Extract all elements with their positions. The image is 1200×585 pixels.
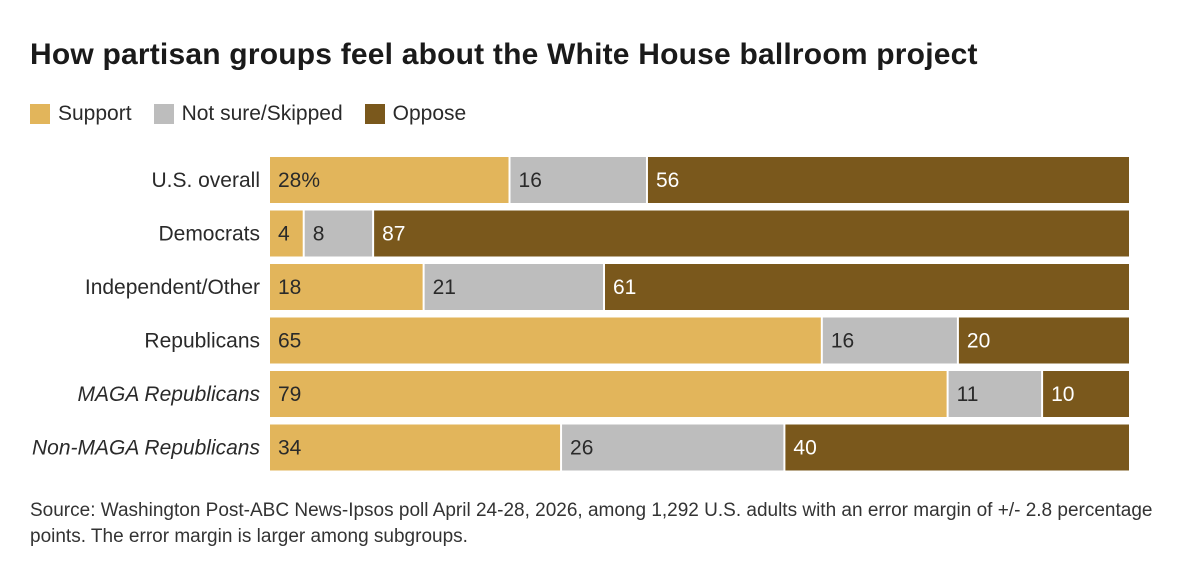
- data-label-support-republicans: 65: [278, 330, 301, 353]
- data-label-oppose-democrats: 87: [382, 223, 405, 246]
- legend-label-not-sure: Not sure/Skipped: [181, 102, 343, 125]
- data-label-support-democrats: 4: [278, 223, 290, 246]
- bar-not-sure-skipped-maga-republicans: [948, 371, 1042, 417]
- bar-oppose-independent-other: [605, 264, 1129, 310]
- category-label-republicans: Republicans: [144, 330, 260, 353]
- bar-support-democrats: [270, 210, 303, 257]
- data-label-not-sure-skipped-independent-other: 21: [433, 276, 456, 299]
- bar-support-maga-republicans: [270, 371, 947, 417]
- bar-oppose-republicans: [958, 317, 1129, 364]
- data-label-support-independent-other: 18: [278, 276, 301, 299]
- category-label-non-maga-republicans: Non-MAGA Republicans: [32, 437, 260, 460]
- bar-oppose-democrats: [374, 210, 1129, 257]
- legend: Support Not sure/Skipped Oppose: [30, 102, 488, 126]
- legend-swatch-oppose: [364, 104, 385, 124]
- data-label-oppose-non-maga-republicans: 40: [793, 437, 816, 460]
- legend-label-oppose: Oppose: [392, 102, 467, 125]
- bar-oppose-u-s-overall: [647, 157, 1129, 203]
- legend-label-support: Support: [58, 102, 132, 125]
- data-label-support-maga-republicans: 79: [278, 383, 301, 406]
- data-label-not-sure-skipped-u-s-overall: 16: [519, 169, 542, 192]
- legend-swatch-support: [30, 104, 50, 124]
- bar-not-sure-skipped-independent-other: [424, 264, 604, 310]
- bar-support-u-s-overall: [270, 157, 509, 203]
- bar-not-sure-skipped-republicans: [822, 317, 957, 364]
- data-label-support-non-maga-republicans: 34: [278, 437, 302, 460]
- bar-not-sure-skipped-democrats: [304, 210, 373, 257]
- stacked-bar-chart: U.S. overall 28% 16 56 Democrats 4 8 87 Independ…: [32, 157, 1129, 471]
- data-label-oppose-republicans: 20: [967, 330, 990, 353]
- bar-support-non-maga-republicans: [270, 424, 561, 471]
- bar-support-independent-other: [270, 264, 423, 310]
- category-label-independent-other: Independent/Other: [85, 276, 260, 299]
- data-label-oppose-u-s-overall: 56: [656, 169, 679, 192]
- source-note: Source: Washington Post-ABC News-Ipsos p…: [30, 500, 1153, 547]
- legend-item-not-sure: Not sure/Skipped: [153, 102, 343, 126]
- bar-oppose-non-maga-republicans: [785, 424, 1129, 471]
- legend-swatch-not-sure: [153, 104, 174, 124]
- chart-title: How partisan groups feel about the White…: [30, 38, 978, 71]
- category-label-maga-republicans: MAGA Republicans: [78, 383, 261, 406]
- data-label-not-sure-skipped-maga-republicans: 11: [957, 383, 979, 406]
- legend-item-oppose: Oppose: [364, 102, 467, 126]
- data-label-not-sure-skipped-non-maga-republicans: 26: [570, 437, 593, 460]
- bar-not-sure-skipped-u-s-overall: [510, 157, 646, 203]
- data-label-support-u-s-overall: 28%: [278, 169, 320, 192]
- category-label-u-s-overall: U.S. overall: [151, 169, 260, 192]
- category-label-democrats: Democrats: [158, 223, 260, 246]
- data-label-oppose-independent-other: 61: [613, 276, 636, 299]
- bar-not-sure-skipped-non-maga-republicans: [562, 424, 784, 471]
- data-label-oppose-maga-republicans: 10: [1051, 383, 1074, 406]
- bar-support-republicans: [270, 317, 821, 364]
- data-label-not-sure-skipped-democrats: 8: [313, 223, 325, 246]
- legend-item-support: Support: [30, 102, 132, 126]
- bar-oppose-maga-republicans: [1043, 371, 1129, 417]
- data-label-not-sure-skipped-republicans: 16: [831, 330, 854, 353]
